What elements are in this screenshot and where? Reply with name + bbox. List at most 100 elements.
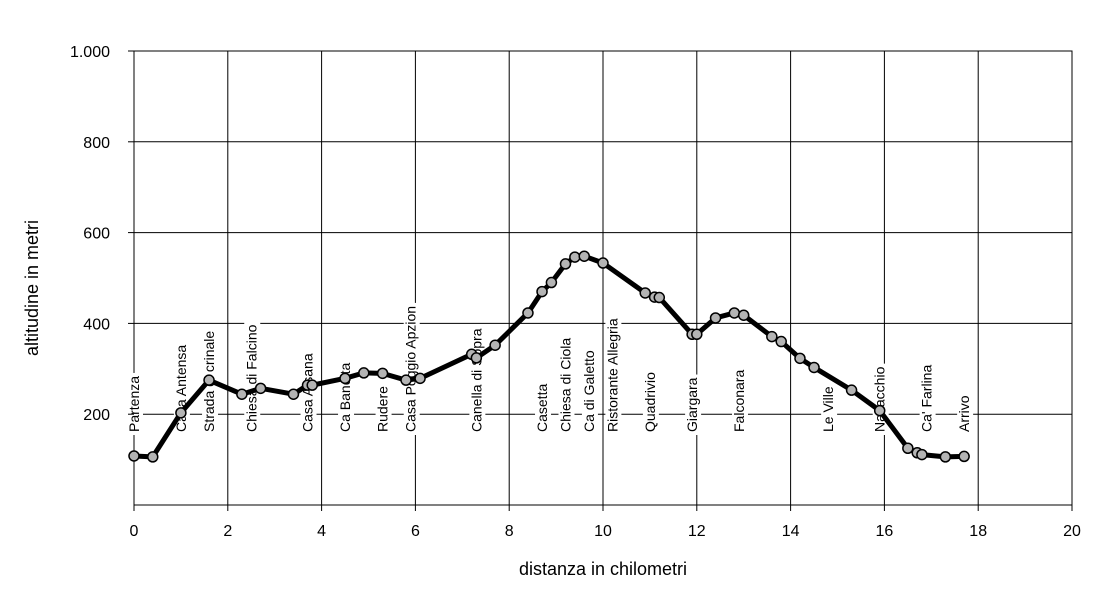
waypoint-label-text: Partenza <box>126 376 142 432</box>
waypoint-label-bg <box>127 372 143 435</box>
data-point <box>916 448 928 461</box>
waypoint-label: Navacchio <box>872 363 889 435</box>
waypoint-label-bg <box>732 366 749 435</box>
data-point <box>873 404 886 417</box>
x-tick-label: 4 <box>317 523 326 540</box>
waypoint-label: Le Ville <box>820 383 838 435</box>
series <box>128 250 970 463</box>
waypoint-label: Rudere <box>375 383 392 435</box>
data-point <box>845 384 858 396</box>
data-point <box>236 388 248 400</box>
data-point <box>902 442 914 454</box>
data-point <box>147 451 159 463</box>
waypoint-label-text: Le Ville <box>820 386 836 432</box>
waypoint-label: Falconara <box>731 366 749 435</box>
waypoint-label: Ca' Farlina <box>919 361 936 435</box>
waypoint-label: Casa Poggio Apzion <box>403 302 420 435</box>
waypoint-label-bg <box>821 383 838 435</box>
waypoint-label-bg <box>403 302 420 435</box>
data-point <box>737 309 750 321</box>
data-point <box>376 367 389 380</box>
data-point <box>175 407 187 419</box>
data-point <box>597 257 609 269</box>
data-point <box>794 352 806 365</box>
waypoint-label-text: Rudere <box>375 386 391 432</box>
data-point <box>489 339 501 351</box>
waypoint-label: Chiesa di Ciola <box>557 334 575 435</box>
data-point <box>691 328 703 341</box>
waypoint-label-text: Canella di Sopra <box>468 328 484 432</box>
waypoint-label-bg <box>300 350 317 435</box>
waypoint-label: Casa Alsana <box>300 350 317 435</box>
waypoint-label-text: Falconara <box>731 370 747 432</box>
x-tick-label: 20 <box>1063 523 1081 540</box>
waypoint-label-text: Ristorante Allegria <box>604 318 620 432</box>
y-tick-label: 800 <box>83 135 110 152</box>
x-tick-label: 6 <box>411 523 420 540</box>
x-tick-label: 18 <box>969 523 987 540</box>
waypoint-label-bg <box>535 380 552 435</box>
data-point <box>536 285 548 298</box>
waypoint-label-text: Casa Alsana <box>300 353 316 432</box>
x-tick-label: 16 <box>876 523 894 540</box>
y-tick-label: 400 <box>83 316 110 333</box>
waypoint-label: Ca Bandita <box>337 359 355 435</box>
waypoint-label: Canella di Sopra <box>468 325 486 435</box>
data-point <box>958 450 970 463</box>
data-point <box>766 330 778 343</box>
waypoint-label: Partenza <box>126 372 143 435</box>
waypoint-label-bg <box>375 383 392 435</box>
waypoint-label-bg <box>642 369 659 435</box>
waypoint-label: Arrivo <box>956 392 974 435</box>
x-tick-label: 10 <box>594 523 612 540</box>
data-point <box>775 335 787 348</box>
waypoint-label: Giargara <box>684 374 702 435</box>
waypoint-label: Ristorante Allegria <box>604 315 622 435</box>
data-point <box>470 352 483 364</box>
waypoint-label: Ca di Galetto <box>581 347 598 435</box>
waypoint-label-text: Ca' Farlina <box>919 365 935 432</box>
y-tick-label: 200 <box>83 407 110 424</box>
waypoint-label: Quadrivio <box>642 369 659 435</box>
data-point <box>559 258 572 270</box>
data-point <box>569 251 581 263</box>
axes: 0 2 4 6 8 10 12 14 16 18 20 200 400 600 800 1.000 <box>70 44 1081 540</box>
waypoint-label-text: Casa Poggio Apzion <box>403 306 419 432</box>
x-tick-label: 2 <box>223 523 232 540</box>
x-tick-label: 8 <box>505 523 514 540</box>
waypoint-label-text: Quadrivio <box>642 372 658 432</box>
data-point <box>400 374 412 386</box>
waypoint-label-text: Chiesa di Falcino <box>243 324 259 432</box>
waypoint-label-text: Arrivo <box>956 395 972 432</box>
waypoint-label-text: Casetta <box>534 384 550 432</box>
data-point <box>709 312 722 324</box>
data-point <box>358 367 370 379</box>
waypoint-label-bg <box>685 374 702 435</box>
data-point <box>128 450 140 462</box>
data-point <box>639 287 651 299</box>
x-tick-label: 14 <box>782 523 800 540</box>
waypoint-label: Chiesa di Falcino <box>243 321 261 435</box>
data-point <box>808 361 820 374</box>
data-point <box>522 307 534 319</box>
data-point <box>414 372 426 385</box>
waypoint-label-bg <box>581 347 598 435</box>
data-point <box>939 451 952 463</box>
waypoint-label-bg <box>957 392 974 435</box>
data-point <box>339 372 351 385</box>
y-axis-title: altitudine in metri <box>22 220 42 356</box>
x-tick-label: 0 <box>130 523 139 540</box>
data-point <box>287 388 300 400</box>
waypoint-label-text: Ca di Galetto <box>581 350 597 432</box>
grid <box>133 50 1073 506</box>
x-axis-title: distanza in chilometri <box>519 559 687 579</box>
x-tick-label: 12 <box>688 523 706 540</box>
waypoint-label-bg <box>558 334 575 435</box>
waypoint-label-bg <box>605 315 622 435</box>
data-point <box>578 250 590 262</box>
y-tick-label: 1.000 <box>70 44 110 61</box>
waypoint-label-bg <box>919 361 936 435</box>
